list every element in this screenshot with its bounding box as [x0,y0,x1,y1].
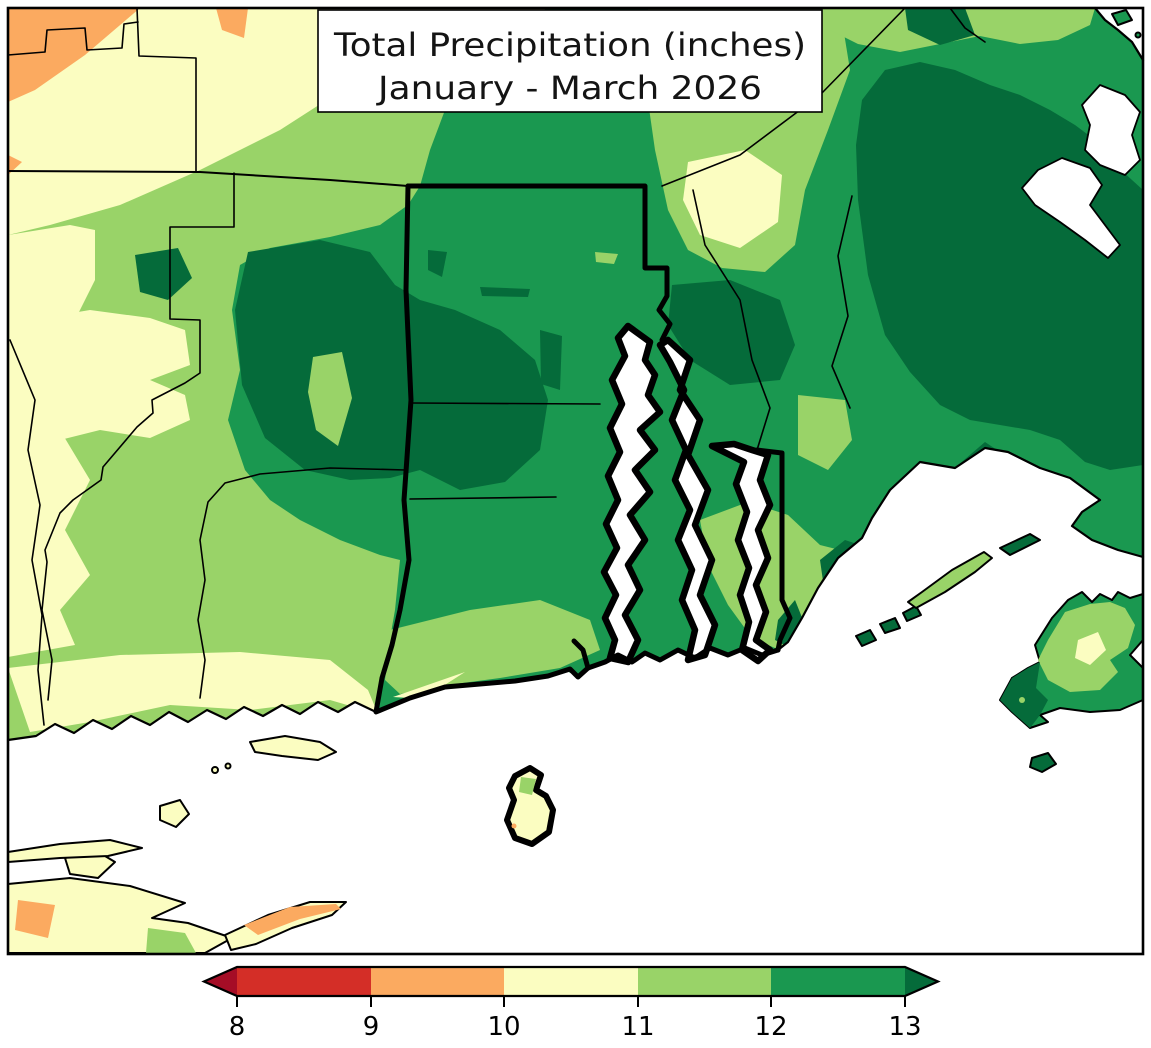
state-line-ct-ma [7,170,409,187]
map-frame [6,6,1145,956]
island-gardiners [159,799,190,828]
island-harbor-dot [1134,31,1142,39]
ri-border-east [754,447,793,653]
colorbar-segment-8-9 [237,967,371,996]
contour-region-11-12-block-island [519,777,536,795]
colorbar-segment-12-13 [771,967,905,996]
colorbar-segment-10-11 [504,967,638,996]
contour-region-over-13-small-triangle [135,248,192,300]
contour-region-over-13-ri-patch-a [428,250,447,277]
contour-region-over-13-east-ri [668,280,795,385]
contour-region-10-11-west-band [8,225,95,657]
island-elizabeth-3 [902,605,922,622]
county-line [409,496,557,500]
contour-region-11-12-vineyard-fleck [1019,697,1025,703]
county-line [136,7,197,173]
contour-region-10-11-ma-blob [683,150,782,248]
title-line-1: Total Precipitation (inches) [333,26,806,64]
contour-region-11-12-patch [798,395,852,470]
island-elizabeth-4 [999,533,1041,556]
contour-region-over-13-ri-patch-c [540,330,562,390]
contour-region-9-10-long-island [15,900,55,938]
islands [7,9,1144,954]
contour-region-9-10-left-sliver [8,155,22,175]
colorbar-tick-label-13: 13 [888,1012,921,1042]
contour-region-over-13-ri-dash [480,287,530,297]
bay-sakonnet-river [708,440,774,665]
county-line [692,189,771,451]
colorbar-underflow-arrow [204,967,237,996]
island-harbor-islet [1111,9,1133,26]
contour-region-11-12-sliver [595,252,618,264]
island-nomans-land [1029,752,1057,773]
island-dot [211,766,219,774]
island-elizabeth-2 [879,617,901,634]
county-line [661,7,906,187]
ri-border-bay-mouth-coast [585,645,781,671]
island-elizabeth-1 [855,629,877,647]
contour-region-over-13-ect-ri [235,240,548,490]
colorbar-segment-9-10 [371,967,504,996]
colorbar: 8 9 10 11 12 13 [201,965,941,1042]
title-box-background [317,9,823,113]
island-dot [224,762,232,770]
coastline-connecticut [6,700,378,742]
contour-region-9-10-montauk [244,904,341,935]
island-naushon [907,551,993,609]
colorbar-tick-label-12: 12 [754,1012,787,1042]
ri-border-north [405,183,673,343]
county-line [9,339,45,726]
island-north-fork [7,839,143,863]
title-box: Total Precipitation (inches) January - M… [317,9,823,113]
contour-region-11-12-long-island [146,928,196,953]
county-line [949,7,986,43]
island-fishers [249,735,337,761]
county-line [411,402,601,405]
county-line [41,172,235,701]
colorbar-segment-11-12 [638,967,771,996]
rhode-island-border [373,183,793,715]
contour-region-11-12-south-ri-coast [385,600,600,694]
island-block [504,765,556,847]
harbor-inlet-north [1081,84,1141,176]
colorbar-overflow-arrow [905,967,938,996]
contour-region-10-11-central-ct [30,310,190,440]
ri-border-west-south [373,183,591,715]
contour-region-10-11-northwest-band [8,8,405,235]
coastline-buzzards-bay [776,446,1145,652]
county-line [7,21,139,56]
contour-region-10-11-ri-coast-wedge [393,672,465,698]
colorbar-tick-label-11: 11 [621,1012,654,1042]
title-line-2: January - March 2026 [376,69,762,107]
contour-region-9-10-top-strip [216,8,248,38]
contour-region-10-11-ct-coast [8,652,378,732]
coastline-northeast [1093,6,1145,62]
colorbar-tick-label-10: 10 [487,1012,520,1042]
colorbar-tick-label-8: 8 [229,1012,246,1042]
county-line [831,195,853,409]
contour-region-9-10-nw-corner [8,8,140,102]
county-line [197,467,407,699]
contour-region-over-13-vineyard-west [1000,662,1048,728]
county-lines [7,7,986,726]
colorbar-tick-label-9: 9 [363,1012,380,1042]
contour-region-11-12-hole-in-dark [308,352,352,446]
harbor-inlet-south [1021,157,1121,259]
contour-region-10-11-vineyard [1075,632,1106,665]
contour-region-9-10-block-fleck [511,823,517,829]
